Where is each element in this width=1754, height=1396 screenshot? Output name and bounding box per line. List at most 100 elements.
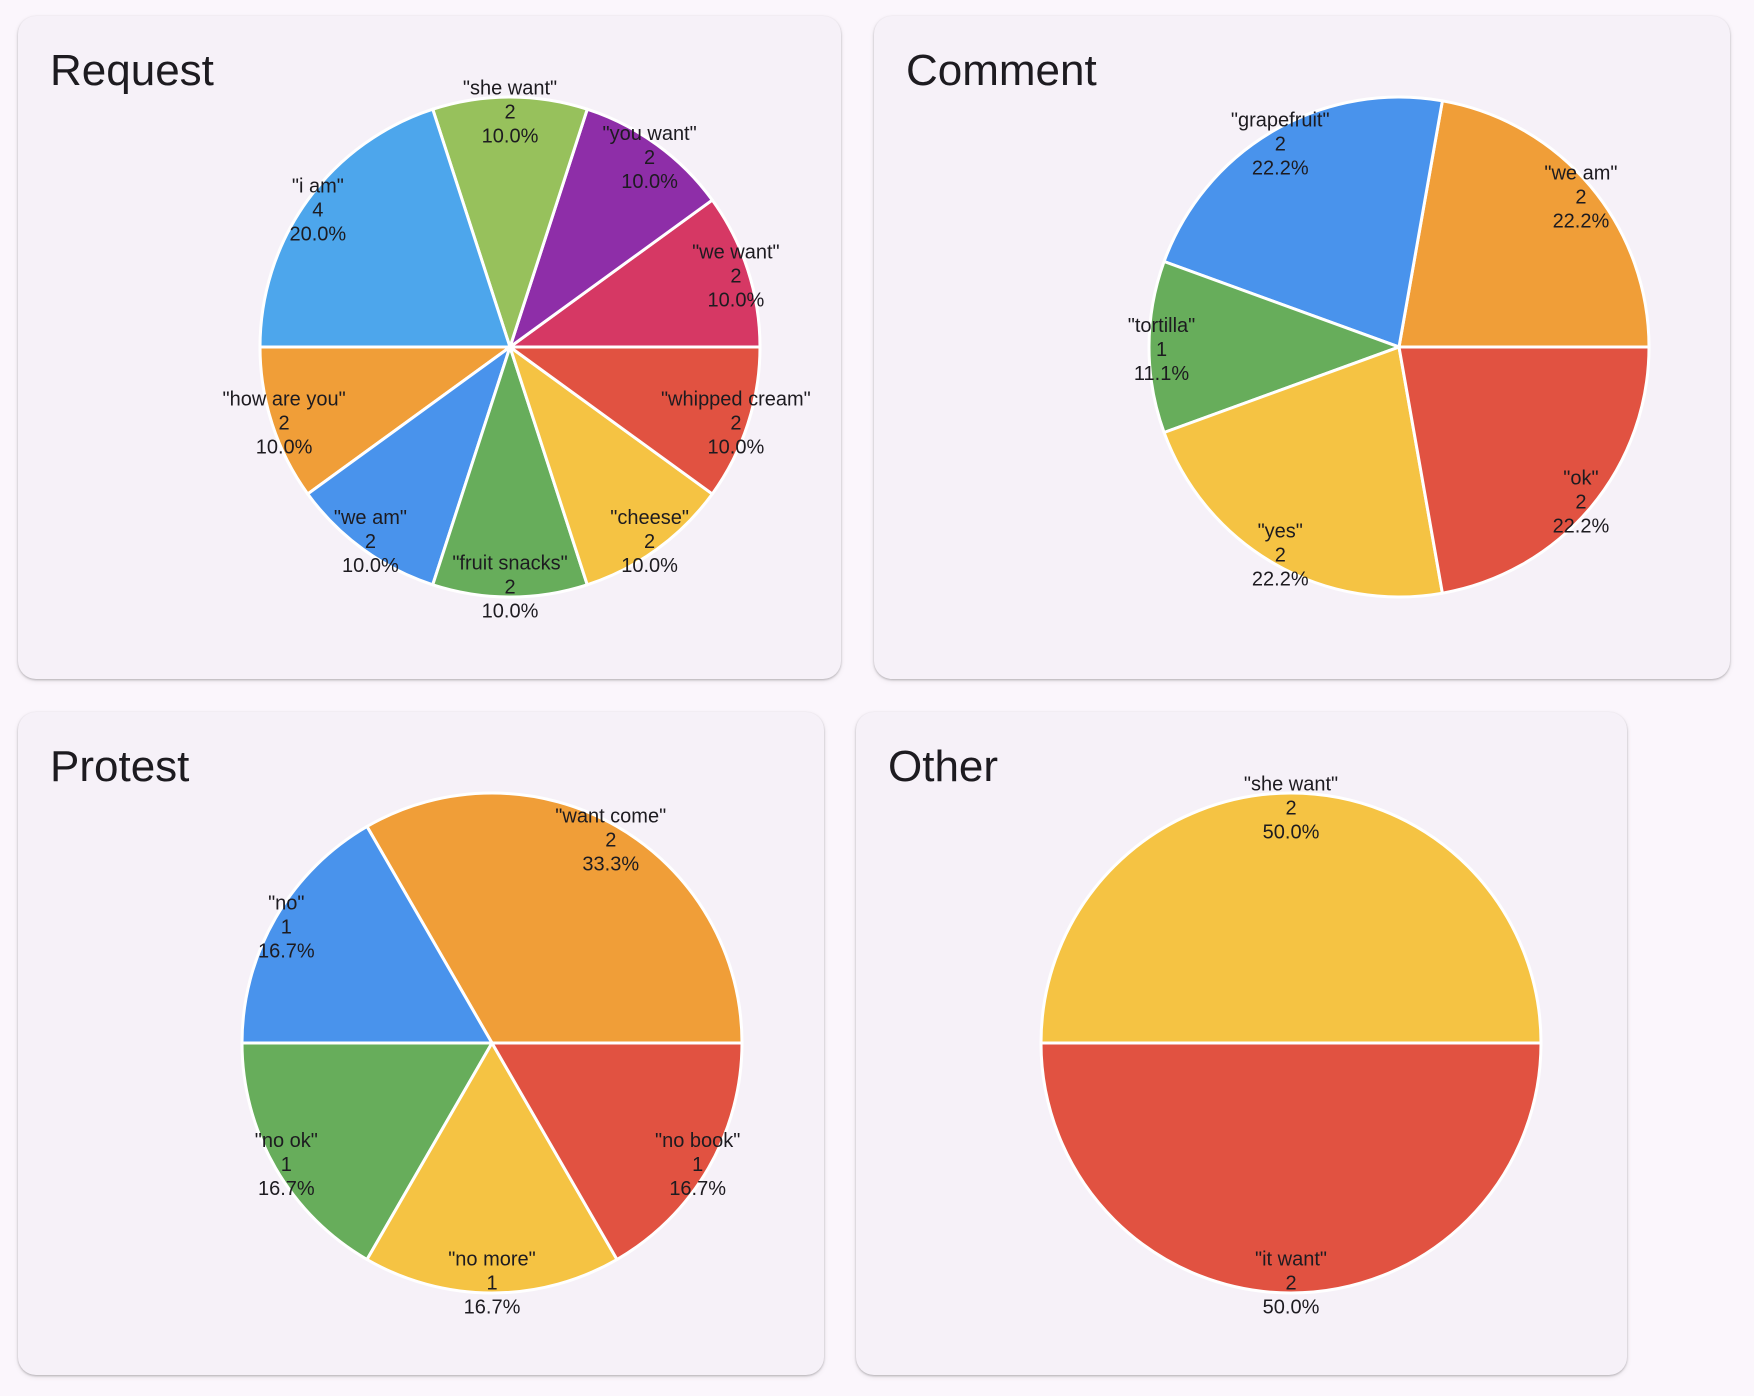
slice-label-value: 2 bbox=[730, 266, 741, 288]
slice-data-label: "no" 1 16.7% bbox=[258, 892, 315, 962]
slice-label-name: "we am" bbox=[334, 507, 407, 529]
pie-slice[interactable] bbox=[1397, 345, 1651, 595]
slice-label-name: "cheese" bbox=[610, 507, 689, 529]
pie-slice[interactable] bbox=[490, 1041, 744, 1262]
pie-slice[interactable] bbox=[1162, 95, 1444, 349]
slice-label-percent: 16.7% bbox=[258, 940, 315, 962]
slice-label-percent: 10.0% bbox=[708, 436, 765, 458]
slice-label-name: "you want" bbox=[602, 123, 696, 145]
slice-data-label: "cheese" 2 10.0% bbox=[610, 507, 689, 577]
slice-data-label: "she want" 2 10.0% bbox=[463, 78, 557, 148]
slice-data-label: "no book" 1 16.7% bbox=[655, 1130, 740, 1200]
slice-data-label: "it want" 2 50.0% bbox=[1255, 1249, 1327, 1319]
other-chart-card: Other "she want" 2 50.0% "it want" 2 50.0% bbox=[856, 712, 1627, 1375]
slice-label-percent: 10.0% bbox=[482, 601, 539, 623]
pie-slice[interactable] bbox=[1039, 791, 1543, 1045]
protest-pie-chart: "want come" 2 33.3%"no" 1 16.7%"no ok" 1 16.7%… bbox=[240, 791, 744, 1319]
slice-label-name: "grapefruit" bbox=[1231, 109, 1330, 131]
pie-slice[interactable] bbox=[508, 198, 762, 349]
slice-label-value: 2 bbox=[1575, 492, 1586, 514]
pie-slice[interactable] bbox=[365, 791, 744, 1045]
slice-label-value: 2 bbox=[365, 531, 376, 553]
chart-title: Other bbox=[888, 742, 999, 791]
pie-slice[interactable] bbox=[240, 1041, 494, 1262]
chart-title: Protest bbox=[50, 742, 190, 791]
chart-title: Request bbox=[50, 46, 214, 95]
slice-label-name: "no ok" bbox=[255, 1130, 318, 1152]
slice-label-name: "whipped cream" bbox=[661, 388, 811, 410]
slice-label-value: 1 bbox=[281, 916, 292, 938]
slice-label-percent: 10.0% bbox=[256, 436, 313, 458]
pie-slice[interactable] bbox=[508, 107, 714, 349]
slice-label-value: 2 bbox=[730, 412, 741, 434]
comment-chart-card: Comment "we am" 2 22.2% "grapefruit" 2 22.2% "… bbox=[874, 16, 1730, 679]
slice-data-label: "fruit snacks" 2 10.0% bbox=[452, 553, 567, 623]
slice-label-percent: 20.0% bbox=[289, 223, 346, 245]
slice-label-percent: 16.7% bbox=[669, 1178, 726, 1200]
slice-label-name: "no book" bbox=[655, 1130, 740, 1152]
slice-label-name: "no" bbox=[268, 892, 304, 914]
slice-label-percent: 10.0% bbox=[621, 555, 678, 577]
pie-slice[interactable] bbox=[258, 107, 512, 349]
pie-slice[interactable] bbox=[365, 1041, 619, 1295]
pie-slice[interactable] bbox=[508, 345, 714, 587]
pie-slice[interactable] bbox=[431, 95, 589, 349]
comment-pie-chart: "we am" 2 22.2%"grapefruit" 2 22.2%"tortilla… bbox=[1128, 95, 1651, 599]
slice-label-name: "yes" bbox=[1258, 521, 1303, 543]
slice-label-name: "want come" bbox=[555, 805, 666, 827]
pie-slice[interactable] bbox=[240, 824, 494, 1045]
slice-label-percent: 10.0% bbox=[482, 126, 539, 148]
pie-slice[interactable] bbox=[306, 345, 512, 587]
request-chart-card: Request "we want" 2 10.0% "you want" 2 10.0% "… bbox=[18, 16, 841, 679]
slice-label-value: 2 bbox=[1285, 798, 1296, 820]
slice-label-percent: 22.2% bbox=[1252, 569, 1309, 591]
slice-label-percent: 50.0% bbox=[1263, 1297, 1320, 1319]
slice-label-value: 2 bbox=[504, 102, 515, 124]
slice-label-percent: 33.3% bbox=[582, 853, 639, 875]
slice-label-value: 2 bbox=[279, 412, 290, 434]
slice-label-value: 2 bbox=[644, 531, 655, 553]
slice-data-label: "how are you" 2 10.0% bbox=[223, 388, 346, 458]
slice-label-name: "it want" bbox=[1255, 1249, 1327, 1271]
slice-label-name: "i am" bbox=[292, 175, 344, 197]
slice-label-name: "we want" bbox=[692, 242, 780, 264]
slice-label-percent: 16.7% bbox=[464, 1297, 521, 1319]
chart-title: Comment bbox=[906, 46, 1097, 95]
slice-label-name: "we am" bbox=[1544, 162, 1617, 184]
slice-label-name: "no more" bbox=[448, 1249, 536, 1271]
slice-label-percent: 22.2% bbox=[1553, 210, 1610, 232]
slice-data-label: "we want" 2 10.0% bbox=[692, 242, 780, 312]
slice-data-label: "want come" 2 33.3% bbox=[555, 805, 666, 875]
slice-label-value: 2 bbox=[644, 147, 655, 169]
slice-label-value: 2 bbox=[1275, 133, 1286, 155]
slice-label-value: 2 bbox=[605, 829, 616, 851]
request-pie-chart: "we want" 2 10.0%"you want" 2 10.0%"she want… bbox=[223, 78, 811, 623]
slice-label-value: 2 bbox=[1275, 545, 1286, 567]
slice-label-name: "ok" bbox=[1563, 468, 1598, 490]
slice-data-label: "she want" 2 50.0% bbox=[1244, 774, 1338, 844]
slice-label-percent: 22.2% bbox=[1553, 516, 1610, 538]
slice-label-value: 2 bbox=[1285, 1273, 1296, 1295]
pie-slice[interactable] bbox=[1162, 345, 1444, 599]
pie-slice[interactable] bbox=[1039, 1041, 1543, 1295]
slice-data-label: "ok" 2 22.2% bbox=[1553, 468, 1610, 538]
pie-slice[interactable] bbox=[1147, 259, 1401, 435]
slice-label-name: "how are you" bbox=[223, 388, 346, 410]
slice-data-label: "yes" 2 22.2% bbox=[1252, 521, 1309, 591]
slice-label-value: 2 bbox=[504, 577, 515, 599]
slice-label-percent: 22.2% bbox=[1252, 157, 1309, 179]
slice-data-label: "we am" 2 10.0% bbox=[334, 507, 407, 577]
slice-label-percent: 11.1% bbox=[1134, 363, 1189, 385]
pie-slice[interactable] bbox=[431, 345, 589, 599]
slice-label-value: 1 bbox=[486, 1273, 497, 1295]
pie-slice[interactable] bbox=[508, 345, 762, 496]
slice-data-label: "whipped cream" 2 10.0% bbox=[661, 388, 811, 458]
pie-slice[interactable] bbox=[258, 345, 512, 496]
slice-label-name: "she want" bbox=[463, 78, 557, 100]
slice-label-percent: 10.0% bbox=[708, 290, 765, 312]
slice-label-percent: 16.7% bbox=[258, 1178, 315, 1200]
slice-label-name: "fruit snacks" bbox=[452, 553, 567, 575]
pie-slice[interactable] bbox=[1397, 99, 1651, 349]
slice-data-label: "grapefruit" 2 22.2% bbox=[1231, 109, 1330, 179]
slice-data-label: "no more" 1 16.7% bbox=[448, 1249, 536, 1319]
